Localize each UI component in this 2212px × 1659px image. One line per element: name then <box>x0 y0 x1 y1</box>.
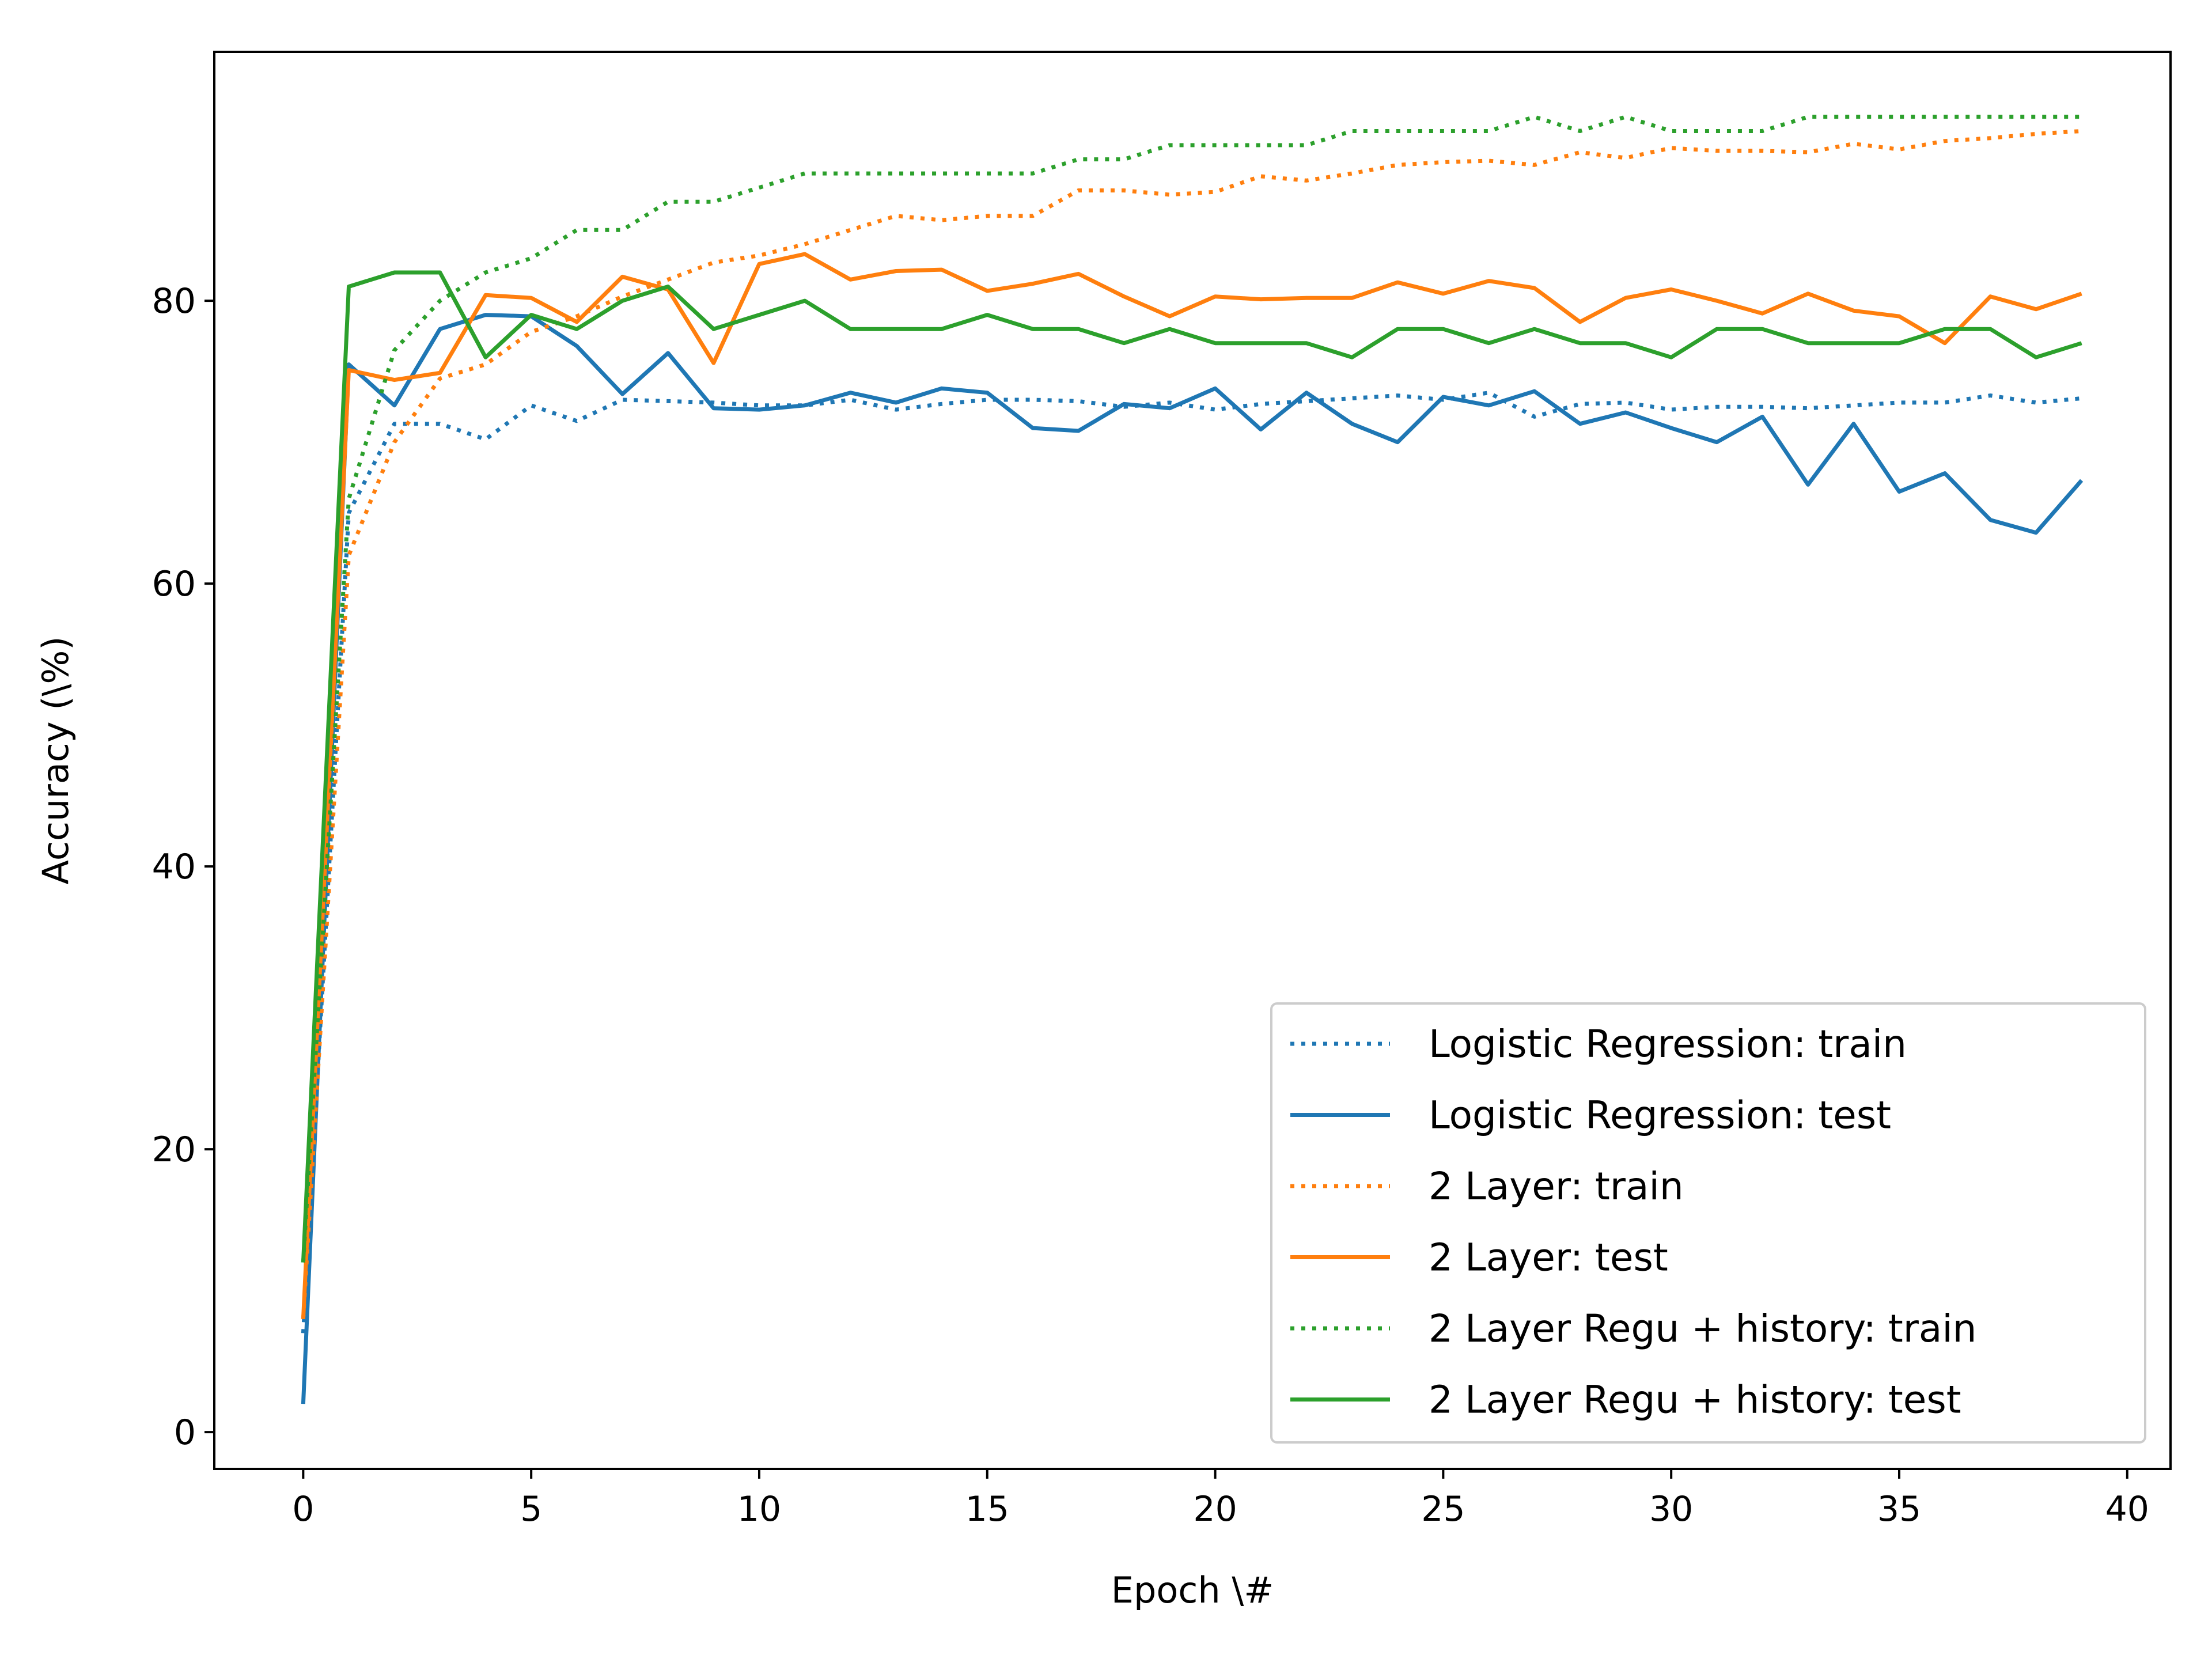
x-axis-ticks: 0 5 10 15 20 25 30 35 40 <box>292 1469 2149 1529</box>
x-axis-label: Epoch \# <box>1111 1569 1274 1611</box>
plot-lines <box>301 115 2084 1404</box>
x-tick-label: 35 <box>1877 1489 1921 1529</box>
x-tick-label: 10 <box>737 1489 781 1529</box>
series-line-5 <box>301 115 2082 1263</box>
legend-label: 2 Layer: test <box>1429 1236 1668 1280</box>
legend-label: Logistic Regression: test <box>1429 1093 1891 1138</box>
x-tick-label: 40 <box>2105 1489 2149 1529</box>
axes-frame <box>213 51 2172 1470</box>
y-axis-label: Accuracy (\%) <box>35 637 77 885</box>
series-line-2 <box>301 313 2084 1404</box>
series-line-6 <box>301 270 2082 1263</box>
legend-label: 2 Layer: train <box>1429 1164 1684 1209</box>
series-line-4 <box>301 252 2082 1319</box>
legend-label: Logistic Regression: train <box>1429 1022 1907 1066</box>
y-axis-ticks: 0 20 40 60 80 <box>152 281 214 1453</box>
x-tick-label: 5 <box>520 1489 542 1529</box>
x-tick-label: 25 <box>1421 1489 1465 1529</box>
y-tick-label: 40 <box>152 847 196 887</box>
y-tick-label: 60 <box>152 564 196 604</box>
series-line-1 <box>301 391 2082 1334</box>
y-tick-label: 20 <box>152 1130 196 1170</box>
y-tick-label: 80 <box>152 281 196 321</box>
legend-box <box>1270 1002 2146 1444</box>
x-tick-label: 0 <box>292 1489 314 1529</box>
legend-label: 2 Layer Regu + history: train <box>1429 1306 1977 1351</box>
x-tick-label: 30 <box>1649 1489 1693 1529</box>
x-tick-label: 15 <box>965 1489 1009 1529</box>
legend-label: 2 Layer Regu + history: test <box>1429 1378 1961 1422</box>
y-tick-label: 0 <box>174 1412 196 1453</box>
x-tick-label: 20 <box>1193 1489 1237 1529</box>
legend: Logistic Regression: train Logistic Regre… <box>1270 1002 2146 1444</box>
series-line-3 <box>301 129 2082 1320</box>
